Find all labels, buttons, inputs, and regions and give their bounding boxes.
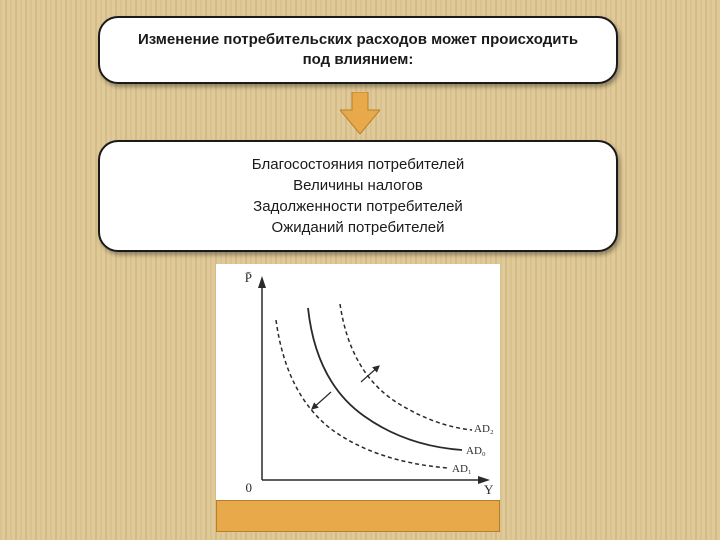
factor-line-3: Задолженности потребителей xyxy=(253,196,463,217)
label-ad0: AD₀ xyxy=(466,445,486,457)
down-arrow xyxy=(340,92,380,134)
curve-ad0 xyxy=(308,308,462,450)
y-axis-label: P̄ xyxy=(245,270,252,285)
bottom-bar xyxy=(216,500,500,532)
curve-ad2 xyxy=(340,304,472,430)
ad-chart: P̄ Y 0 AD₂ AD₀ AD₁ xyxy=(216,264,500,500)
factor-line-4: Ожиданий потребителей xyxy=(272,217,445,238)
factor-line-2: Величины налогов xyxy=(293,175,423,196)
label-ad1: AD₁ xyxy=(452,463,472,475)
x-axis-label: Y xyxy=(484,482,494,497)
factor-line-1: Благосостояния потребителей xyxy=(252,154,464,175)
factors-box: Благосостояния потребителей Величины нал… xyxy=(98,140,618,252)
label-ad2: AD₂ xyxy=(474,423,494,435)
origin-label: 0 xyxy=(246,480,253,495)
title-box: Изменение потребительских расходов может… xyxy=(98,16,618,84)
shift-arrow-right xyxy=(361,366,379,382)
shift-arrow-left xyxy=(312,392,331,409)
title-text: Изменение потребительских расходов может… xyxy=(124,30,592,71)
curve-ad1 xyxy=(276,320,448,468)
